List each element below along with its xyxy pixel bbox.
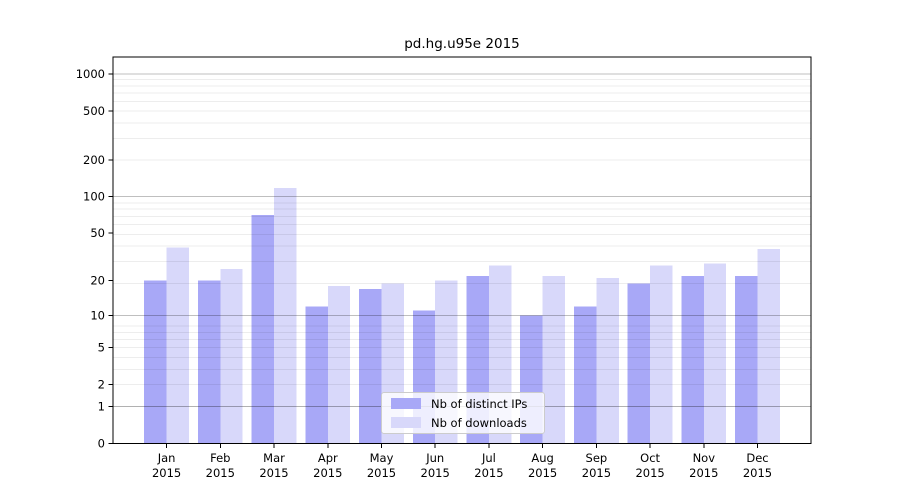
x-tick-label-year: 2015 — [206, 466, 235, 480]
bar-ips-mar — [251, 214, 274, 444]
y-tick-label: 50 — [90, 226, 105, 240]
bar-downloads-jan — [166, 247, 189, 444]
legend: Nb of distinct IPs Nb of downloads — [381, 392, 545, 434]
x-tick-label-year: 2015 — [743, 466, 772, 480]
x-tick-label-year: 2015 — [689, 466, 718, 480]
bar-downloads-sep — [596, 278, 619, 444]
x-tick-label-year: 2015 — [474, 466, 503, 480]
x-tick-label-month: May — [370, 451, 394, 465]
chart-title: pd.hg.u95e 2015 — [404, 36, 520, 52]
bar-downloads-aug — [542, 275, 565, 444]
legend-label-distinct-ips: Nb of distinct IPs — [431, 396, 528, 411]
x-tick-label-month: Sep — [586, 451, 608, 465]
x-tick-label-year: 2015 — [313, 466, 342, 480]
legend-label-downloads: Nb of downloads — [431, 415, 527, 430]
x-tick-label-year: 2015 — [367, 466, 396, 480]
x-tick-label-year: 2015 — [582, 466, 611, 480]
x-tick-label-month: Oct — [640, 451, 660, 465]
plot-border — [112, 56, 812, 445]
y-tick-label: 1000 — [76, 67, 105, 81]
y-tick-label: 5 — [98, 341, 105, 355]
x-tick-label-month: Jul — [481, 451, 496, 465]
x-tick-label-month: Nov — [693, 451, 716, 465]
bar-downloads-dec — [757, 248, 780, 444]
x-tick-label-year: 2015 — [421, 466, 450, 480]
x-tick-label-month: Aug — [531, 451, 553, 465]
bar-ips-may — [359, 288, 382, 444]
bar-ips-jan — [144, 280, 167, 444]
downloads-swatch-icon — [391, 417, 421, 428]
y-tick-label: 2 — [98, 378, 105, 392]
legend-item-downloads: Nb of downloads — [391, 416, 535, 430]
y-tick-label: 10 — [90, 308, 105, 322]
bar-downloads-oct — [650, 265, 673, 444]
x-tick-label-month: Feb — [210, 451, 230, 465]
bar-downloads-nov — [703, 263, 727, 444]
y-tick-label: 20 — [90, 274, 105, 288]
x-tick-label-month: Jan — [157, 451, 176, 465]
x-tick-label-year: 2015 — [528, 466, 557, 480]
bar-ips-sep — [574, 306, 597, 444]
x-tick-label-month: Jun — [425, 451, 444, 465]
y-tick-label: 0 — [98, 437, 105, 451]
y-tick-label: 200 — [83, 153, 105, 167]
x-tick-label-year: 2015 — [152, 466, 181, 480]
bar-ips-oct — [627, 283, 651, 444]
y-tick-label: 500 — [83, 104, 105, 118]
distinct-ips-swatch-icon — [391, 398, 421, 409]
y-tick-label: 100 — [83, 190, 105, 204]
bar-ips-apr — [305, 306, 328, 444]
x-tick-label-year: 2015 — [259, 466, 288, 480]
x-tick-label-month: Apr — [318, 451, 338, 465]
legend-item-distinct-ips: Nb of distinct IPs — [391, 397, 535, 411]
bar-downloads-mar — [274, 187, 297, 444]
x-tick-label-month: Mar — [263, 451, 285, 465]
bar-ips-nov — [681, 275, 704, 444]
x-tick-label-year: 2015 — [635, 466, 664, 480]
bar-ips-feb — [197, 280, 221, 444]
x-tick-label-month: Dec — [746, 451, 768, 465]
bar-ips-dec — [735, 275, 758, 444]
y-tick-label: 1 — [98, 399, 105, 413]
bar-downloads-feb — [220, 269, 243, 444]
bar-downloads-apr — [327, 286, 351, 444]
